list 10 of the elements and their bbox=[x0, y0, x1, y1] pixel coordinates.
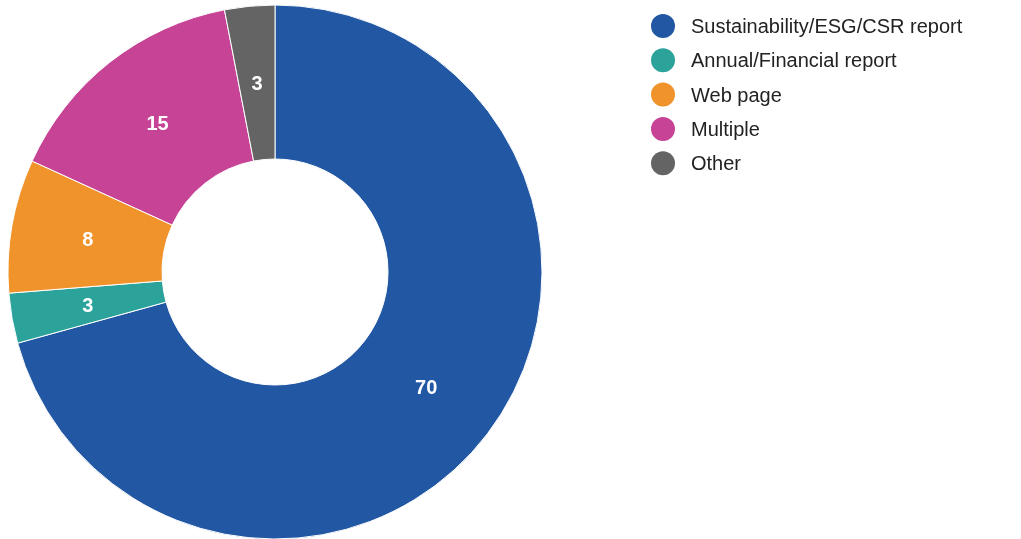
data-label: 70 bbox=[415, 376, 438, 399]
data-label: 3 bbox=[251, 71, 263, 94]
legend-label: Annual/Financial report bbox=[691, 49, 898, 72]
data-label: 15 bbox=[146, 111, 169, 134]
legend-label: Other bbox=[691, 152, 742, 175]
legend-label: Web page bbox=[691, 83, 782, 106]
data-label: 8 bbox=[82, 228, 94, 251]
legend-label: Multiple bbox=[691, 117, 760, 140]
data-label: 3 bbox=[82, 293, 94, 316]
legend-label: Sustainability/ESG/CSR report bbox=[691, 15, 963, 37]
